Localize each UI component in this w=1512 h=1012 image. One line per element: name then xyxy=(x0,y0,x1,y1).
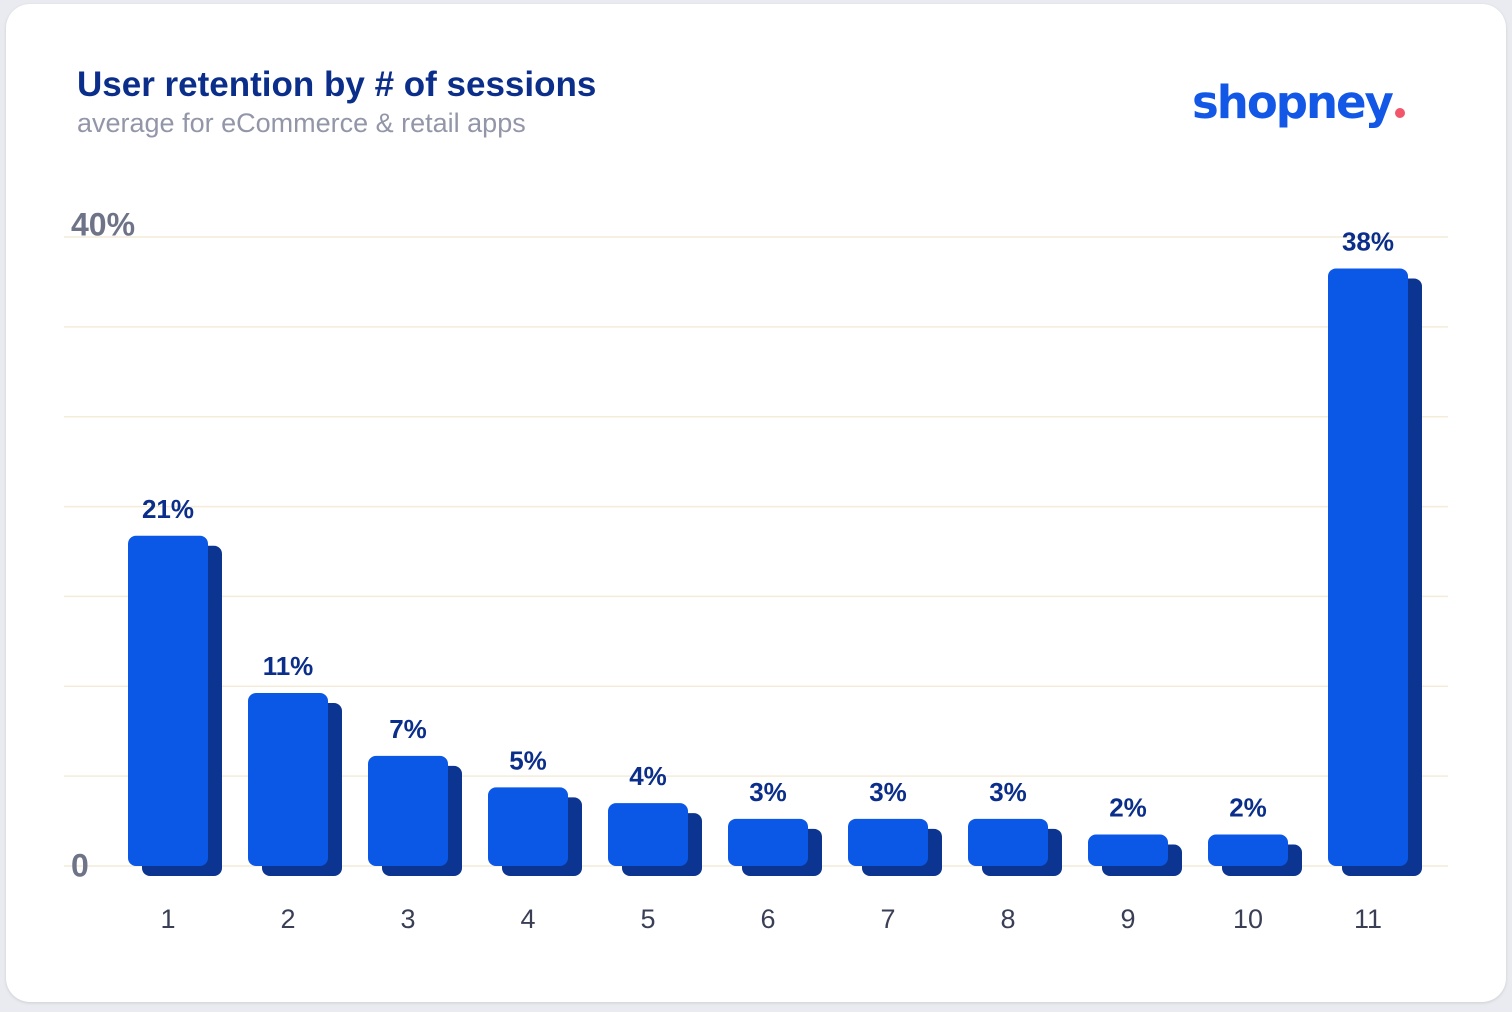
bar xyxy=(368,755,448,866)
bar xyxy=(728,818,808,866)
bar-value-label: 5% xyxy=(509,745,547,775)
bar xyxy=(1088,834,1168,866)
logo-text: shopney xyxy=(1192,76,1394,129)
bar-value-label: 2% xyxy=(1109,793,1147,823)
bar xyxy=(968,818,1048,866)
x-tick-label: 7 xyxy=(880,904,895,934)
bar-value-label: 4% xyxy=(629,761,667,791)
bar-value-label: 3% xyxy=(749,777,787,807)
bar-value-label: 7% xyxy=(389,714,427,744)
bar-value-label: 3% xyxy=(989,777,1027,807)
x-tick-label: 8 xyxy=(1000,904,1015,934)
bar-value-label: 2% xyxy=(1229,793,1267,823)
x-tick-label: 5 xyxy=(640,904,655,934)
bar xyxy=(248,693,328,866)
bar xyxy=(608,803,688,866)
logo-dot-icon xyxy=(1394,108,1405,118)
x-tick-label: 4 xyxy=(520,904,535,934)
shopney-logo: shopney xyxy=(1192,74,1405,132)
bar-value-label: 3% xyxy=(869,777,907,807)
bar xyxy=(848,818,928,866)
bar xyxy=(128,535,208,866)
x-tick-label: 11 xyxy=(1354,904,1382,934)
x-tick-label: 1 xyxy=(160,904,175,934)
chart-subtitle: average for eCommerce & retail apps xyxy=(77,108,526,138)
bar-value-label: 38% xyxy=(1342,226,1394,256)
x-tick-label: 10 xyxy=(1233,904,1263,934)
bar xyxy=(1208,834,1288,866)
bar xyxy=(488,787,568,866)
x-tick-label: 9 xyxy=(1120,904,1135,934)
bar-value-label: 11% xyxy=(263,651,314,681)
y-tick-label: 40% xyxy=(71,206,135,242)
x-tick-label: 2 xyxy=(280,904,295,934)
chart-title: User retention by # of sessions xyxy=(77,65,597,104)
x-tick-label: 6 xyxy=(760,904,775,934)
bar-value-label: 21% xyxy=(142,494,194,524)
y-tick-label: 0 xyxy=(71,847,89,883)
bar xyxy=(1328,268,1408,866)
x-tick-label: 3 xyxy=(400,904,415,934)
